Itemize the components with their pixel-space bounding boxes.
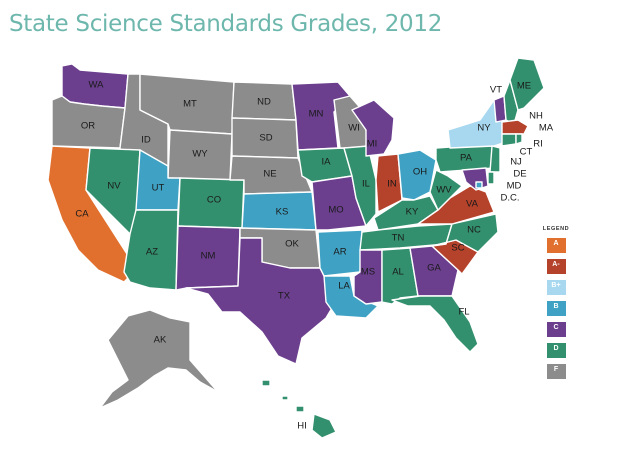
state-label-co: CO (207, 195, 221, 206)
state-label-dc.: D.C. (501, 193, 520, 204)
state-label-me: ME (517, 81, 531, 92)
state-label-al: AL (392, 267, 404, 278)
state-label-de: DE (513, 169, 526, 180)
legend-swatch-a: A (546, 238, 566, 253)
legend-swatch-b: B (546, 301, 566, 316)
state-ct[interactable] (501, 133, 517, 147)
state-label-nj: NJ (510, 157, 522, 168)
state-label-nm: NM (201, 251, 216, 262)
legend-swatch-d: D (546, 343, 566, 358)
state-label-oh: OH (413, 167, 427, 178)
state-label-la: LA (338, 281, 350, 292)
state-label-ak: AK (154, 335, 167, 346)
state-tx[interactable] (185, 237, 339, 365)
state-label-ut: UT (152, 183, 165, 194)
legend-grade-label: C (553, 324, 559, 331)
state-label-in: IN (387, 179, 397, 190)
state-hi-island-3[interactable] (281, 395, 289, 401)
state-nh[interactable] (503, 79, 519, 125)
state-fl[interactable] (391, 295, 479, 353)
state-label-va: VA (466, 199, 479, 210)
state-label-hi: HI (297, 421, 307, 432)
state-label-mn: MN (309, 109, 324, 120)
legend-grade-label: F (553, 366, 559, 373)
state-label-ne: NE (263, 169, 276, 180)
state-label-mo: MO (328, 205, 343, 216)
state-label-ca: CA (75, 209, 89, 220)
state-ma[interactable] (501, 119, 529, 135)
state-mi[interactable] (351, 99, 395, 157)
state-label-wv: WV (436, 185, 452, 196)
state-label-az: AZ (146, 247, 158, 258)
state-me[interactable] (509, 57, 545, 111)
state-label-fl: FL (458, 307, 469, 318)
state-label-sd: SD (259, 133, 272, 144)
state-label-tx: TX (278, 291, 291, 302)
state-de[interactable] (487, 171, 495, 185)
legend-grade-label: A (553, 240, 559, 247)
legend-swatch-f: F (546, 364, 566, 379)
state-ga[interactable] (409, 245, 459, 297)
state-md[interactable] (461, 167, 489, 191)
legend-title: LEGEND (542, 226, 570, 232)
state-nj[interactable] (489, 145, 501, 173)
state-label-ok: OK (285, 239, 299, 250)
state-label-nd: ND (257, 97, 271, 108)
state-label-mt: MT (183, 99, 197, 110)
legend-grade-label: D (553, 345, 559, 352)
state-label-ia: IA (322, 157, 332, 168)
state-label-wa: WA (89, 80, 105, 91)
state-label-ky: KY (406, 207, 419, 218)
state-label-vt: VT (490, 85, 502, 96)
state-label-ar: AR (333, 247, 346, 258)
legend-grade-label: A- (552, 261, 560, 268)
legend-grade-label: B (553, 303, 559, 310)
state-label-nv: NV (107, 181, 121, 192)
state-label-id: ID (141, 135, 151, 146)
state-label-ga: GA (427, 263, 441, 274)
state-wv[interactable] (429, 169, 463, 211)
state-label-ct: CT (520, 147, 533, 158)
map-title: State Science Standards Grades, 2012 (9, 11, 443, 37)
state-label-wi: WI (348, 123, 360, 134)
state-label-tn: TN (392, 233, 405, 244)
state-label-nc: NC (467, 225, 481, 236)
state-label-nh: NH (529, 111, 543, 122)
state-label-ms: MS (361, 267, 375, 278)
state-label-mi: MI (367, 139, 378, 150)
state-la[interactable] (323, 275, 379, 319)
state-label-ny: NY (477, 123, 491, 134)
state-in[interactable] (375, 153, 403, 213)
state-hi[interactable] (311, 413, 337, 439)
state-label-or: OR (81, 121, 95, 132)
state-dc[interactable] (475, 181, 483, 189)
legend-grade-label: B+ (551, 282, 561, 289)
state-ri[interactable] (515, 133, 523, 145)
state-label-wy: WY (192, 149, 208, 160)
legend-swatch-aminus: A- (546, 259, 566, 274)
legend-swatch-bplus: B+ (546, 280, 566, 295)
state-label-sc: SC (451, 243, 464, 254)
legend: LEGEND A A- B+ B C D F (536, 226, 576, 385)
state-label-pa: PA (460, 153, 473, 164)
state-hi-island-2[interactable] (295, 405, 305, 413)
state-hi-island-4[interactable] (261, 379, 271, 387)
state-label-il: IL (362, 179, 370, 190)
legend-swatch-c: C (546, 322, 566, 337)
state-label-ks: KS (276, 207, 289, 218)
state-label-ma: MA (539, 123, 554, 134)
state-ak[interactable] (99, 309, 219, 409)
state-ar[interactable] (317, 229, 363, 277)
state-label-md: MD (507, 181, 522, 192)
state-label-ri: RI (533, 139, 543, 150)
